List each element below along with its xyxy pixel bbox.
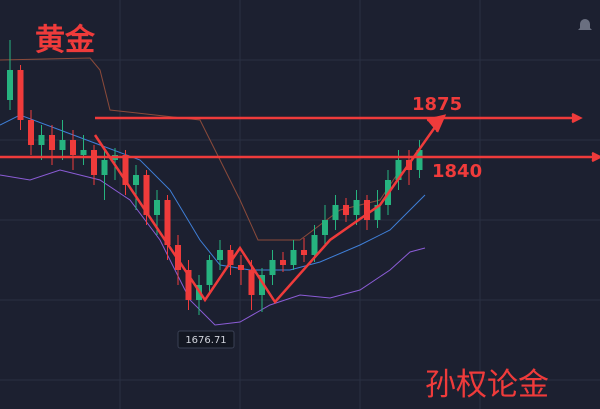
- target-label: 1875: [412, 94, 462, 115]
- candle-body: [301, 250, 307, 255]
- support-label: 1840: [432, 161, 482, 182]
- moving-average: [0, 114, 426, 271]
- candle-body: [290, 250, 297, 265]
- candle-body: [7, 70, 13, 100]
- candle-body: [269, 260, 276, 275]
- candle-body: [311, 235, 318, 255]
- candle-body: [364, 200, 370, 220]
- candle-body: [38, 135, 45, 145]
- candle-body: [332, 205, 339, 220]
- candle-body: [70, 140, 76, 155]
- candle-body: [416, 150, 423, 170]
- candle-body: [143, 175, 150, 215]
- candle-body: [185, 270, 192, 300]
- alert-icon[interactable]: [578, 19, 592, 30]
- candle-body: [91, 150, 97, 175]
- candle-body: [122, 155, 129, 185]
- candle-body: [206, 260, 213, 285]
- candle-body: [154, 200, 160, 215]
- candle-body: [17, 70, 24, 120]
- candle-body: [101, 160, 108, 175]
- low-price-label: 1676.71: [185, 335, 226, 346]
- title: 黄金: [35, 23, 96, 58]
- candle-body: [322, 220, 328, 235]
- candle-body: [248, 270, 255, 295]
- watermark: 孙权论金: [425, 367, 549, 403]
- candle-body: [164, 200, 171, 245]
- candle-body: [133, 175, 139, 185]
- candle-body: [395, 160, 402, 180]
- candle-body: [80, 150, 87, 155]
- trend-lines: [0, 112, 600, 305]
- lower-band: [0, 169, 426, 326]
- candle-body: [259, 275, 265, 295]
- candle-body: [374, 205, 381, 220]
- candle-body: [353, 200, 360, 215]
- candle-body: [217, 250, 223, 260]
- candle-body: [28, 120, 34, 145]
- candle-body: [227, 250, 234, 265]
- candle-body: [280, 260, 286, 265]
- candle-body: [59, 140, 66, 150]
- candle-body: [238, 265, 244, 270]
- candle-body: [343, 205, 349, 215]
- candle-body: [49, 135, 55, 150]
- low-price-box: [177, 330, 235, 349]
